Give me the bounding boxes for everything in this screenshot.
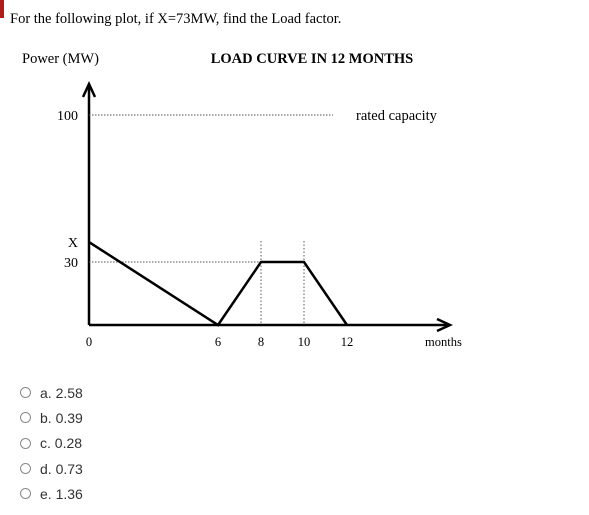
answer-options: a. 2.58 b. 0.39 c. 0.28 d. 0.73 e. 1.36	[20, 380, 83, 506]
y-axis-label: Power (MW)	[22, 51, 99, 67]
plot-area: rated capacity 0 6 8 10 12 30 X 100 months	[57, 81, 462, 349]
y-axis-arrow	[81, 81, 97, 98]
y-tick-label: 100	[57, 109, 78, 124]
reference-line-label: rated capacity	[356, 108, 438, 124]
radio-a[interactable]	[20, 387, 31, 399]
y-tick-label: X	[68, 236, 78, 251]
option-e-label: e. 1.36	[40, 485, 83, 502]
option-d-label: d. 0.73	[40, 460, 83, 477]
option-b[interactable]: b. 0.39	[20, 405, 83, 430]
radio-d[interactable]	[20, 463, 31, 475]
x-tick-label: 10	[298, 335, 311, 349]
radio-e[interactable]	[20, 488, 31, 500]
y-tick-label: 30	[64, 256, 78, 271]
x-tick-label: 12	[341, 335, 354, 349]
option-d[interactable]: d. 0.73	[20, 456, 83, 481]
option-c-label: c. 0.28	[40, 435, 83, 452]
option-b-label: b. 0.39	[40, 409, 83, 426]
x-axis-label: months	[425, 335, 462, 349]
x-axis-arrow	[436, 317, 453, 333]
series-line-0	[88, 240, 349, 327]
x-tick-label: 8	[258, 335, 264, 349]
option-a[interactable]: a. 2.58	[20, 380, 83, 405]
chart-title: LOAD CURVE IN 12 MONTHS	[211, 51, 414, 67]
option-a-label: a. 2.58	[40, 384, 83, 401]
x-tick-label: 6	[215, 335, 221, 349]
option-c[interactable]: c. 0.28	[20, 431, 83, 456]
radio-b[interactable]	[20, 412, 31, 424]
load-curve-chart: Power (MW) LOAD CURVE IN 12 MONTHS rated…	[22, 51, 462, 349]
radio-c[interactable]	[20, 437, 31, 449]
x-tick-label: 0	[86, 335, 92, 349]
question-text: For the following plot, if X=73MW, find …	[10, 11, 342, 27]
accent-bar	[0, 0, 4, 18]
option-e[interactable]: e. 1.36	[20, 481, 83, 506]
